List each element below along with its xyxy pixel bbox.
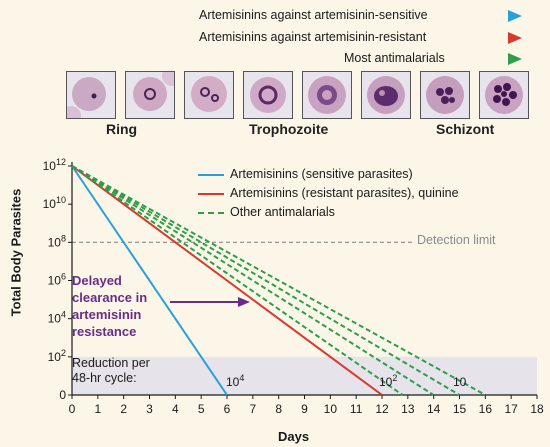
series-line-4	[71, 165, 461, 396]
x-tick-label-11: 11	[350, 402, 363, 416]
legend-swatch-sensitive	[198, 174, 224, 176]
y-tick-label-5: 1010	[43, 195, 66, 211]
arrow-antimalarials: Most antimalarials	[0, 49, 550, 69]
x-tick-label-16: 16	[479, 402, 493, 416]
trophozoite-cell-graphic-1	[250, 77, 286, 113]
ring-cell-image-3	[184, 71, 234, 119]
delayed-line-2: clearance in	[72, 290, 148, 305]
arrow-resistant-label: Artemisinins against artemisinin-resista…	[195, 28, 431, 46]
x-tick-label-18: 18	[530, 402, 544, 416]
legend-label-resistant: Artemisinins (resistant parasites), quin…	[230, 186, 459, 200]
x-tick-label-14: 14	[427, 402, 441, 416]
ring-cell-graphic-2	[133, 72, 174, 111]
stage-label-ring: Ring	[106, 121, 138, 137]
reduction-label: Reduction per 48-hr cycle:	[72, 356, 150, 386]
delayed-arrow-head	[238, 297, 250, 307]
x-tick-label-2: 2	[120, 402, 127, 416]
delayed-line-1: Delayed	[72, 273, 122, 288]
y-tick-label-4: 108	[48, 233, 66, 249]
legend-label-other: Other antimalarials	[230, 205, 335, 219]
ring-cell-image-1	[66, 71, 116, 119]
ring-cell-graphic-3	[191, 76, 227, 112]
delayed-line-4: resistance	[72, 324, 137, 339]
reduction-value-1: 102	[379, 373, 397, 389]
series-line-0	[71, 165, 228, 396]
x-tick-label-10: 10	[324, 402, 338, 416]
arrow-resistant: Artemisinins against artemisinin-resista…	[0, 28, 550, 48]
stage-label-trophozoite: Trophozoite	[249, 121, 329, 137]
y-tick-label-2: 104	[48, 310, 66, 326]
trophozoite-cell-image-1	[243, 71, 293, 119]
delayed-line-3: artemisinin	[72, 307, 142, 322]
trophozoite-cell-graphic-3	[367, 76, 405, 114]
series-line-1	[71, 165, 383, 396]
y-tick-label-3: 106	[48, 272, 66, 288]
delayed-clearance-annotation: Delayed clearance in artemisinin resista…	[72, 272, 147, 340]
x-tick-label-5: 5	[198, 402, 205, 416]
x-tick-label-9: 9	[301, 402, 308, 416]
ring-cell-image-2	[125, 71, 175, 119]
y-tick-label-6: 1012	[43, 157, 66, 173]
stage-label-schizont: Schizont	[436, 121, 495, 137]
reduction-line-1: Reduction per	[72, 356, 150, 370]
shaded-band	[72, 356, 537, 395]
schizont-cell-image-2	[479, 71, 529, 119]
x-tick-label-1: 1	[94, 402, 101, 416]
x-axis-title: Days	[278, 429, 310, 444]
legend: Artemisinins (sensitive parasites) Artem…	[198, 165, 459, 222]
x-tick-label-8: 8	[275, 402, 282, 416]
y-tick-label-0: 0	[59, 388, 66, 402]
x-tick-label-15: 15	[453, 402, 467, 416]
arrow-sensitive-label: Artemisinins against artemisinin-sensiti…	[195, 6, 432, 24]
trophozoite-cell-image-2	[302, 71, 352, 119]
schizont-cell-image-1	[420, 71, 470, 119]
legend-item-resistant: Artemisinins (resistant parasites), quin…	[198, 184, 459, 203]
series-line-3	[71, 165, 435, 396]
legend-swatch-other	[198, 212, 224, 214]
x-tick-label-0: 0	[69, 402, 76, 416]
reduction-line-2: 48-hr cycle:	[72, 371, 137, 385]
legend-item-other: Other antimalarials	[198, 203, 459, 222]
reduction-value-2: 10	[453, 375, 467, 389]
reduction-value-0: 104	[226, 373, 244, 389]
schizont-cell-graphic-1	[426, 76, 464, 114]
x-tick-label-3: 3	[146, 402, 153, 416]
trophozoite-cell-graphic-2	[308, 76, 346, 114]
arrow-sensitive: Artemisinins against artemisinin-sensiti…	[0, 6, 550, 26]
x-tick-label-13: 13	[401, 402, 415, 416]
y-axis-title: Total Body Parasites	[8, 188, 24, 317]
legend-swatch-resistant	[198, 193, 224, 195]
schizont-cell-graphic-2	[485, 76, 523, 114]
x-tick-label-12: 12	[375, 402, 389, 416]
series-line-2	[71, 165, 404, 396]
x-tick-label-4: 4	[172, 402, 179, 416]
x-tick-label-17: 17	[504, 402, 518, 416]
legend-label-sensitive: Artemisinins (sensitive parasites)	[230, 167, 413, 181]
x-tick-label-6: 6	[224, 402, 231, 416]
x-tick-label-7: 7	[249, 402, 256, 416]
arrow-antimalarials-label: Most antimalarials	[340, 49, 449, 67]
ring-cell-graphic-1	[67, 77, 106, 118]
y-tick-label-1: 102	[48, 348, 66, 364]
legend-item-sensitive: Artemisinins (sensitive parasites)	[198, 165, 459, 184]
series-line-5	[71, 165, 486, 396]
trophozoite-cell-image-3	[361, 71, 411, 119]
detection-limit-label: Detection limit	[415, 233, 498, 247]
